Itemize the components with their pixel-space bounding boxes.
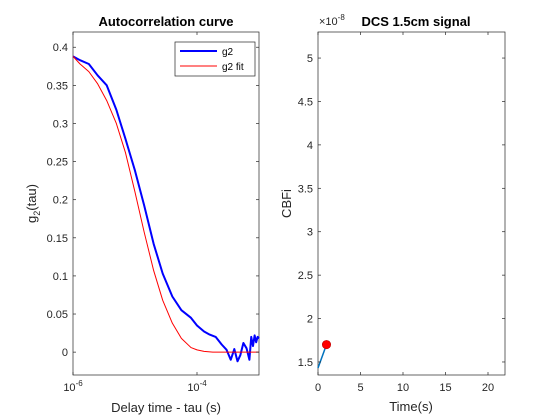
series-line-g2 [72,55,260,363]
legend-entry-g2-fit: g2 fit [222,62,244,73]
y-axis-label-left: g2(tau) [24,184,42,223]
y-tick-label: 1.5 [298,357,313,369]
y-tick-label: 3.5 [298,183,313,195]
y-tick-label: 2 [307,314,313,326]
x-tick-label: 0 [315,382,321,394]
series-line-g2-fit [72,56,259,353]
current-value-marker [321,340,331,350]
y-axis-label-right: CBFi [279,189,294,218]
plot-area-left [72,31,260,376]
y-exponent-right: ×10-8 [319,13,345,28]
y-tick-label: 2.5 [298,270,313,282]
legend: g2 g2 fit [174,41,256,77]
x-tick-label: 20 [482,382,494,394]
y-tick-label: 5 [307,53,313,65]
plot-area-right [317,31,506,376]
y-tick-label: 0.15 [47,233,68,245]
y-tick-label: 0.2 [53,195,68,207]
y-tick-label: 0.25 [47,157,68,169]
ticks-left: 10-6 10-4 0 0.05 0.1 0.15 0.2 0.25 0.3 0.35 0.4 [47,32,259,394]
x-axis-label-left: Delay time - tau (s) [111,400,221,415]
y-tick-label: 3 [307,227,313,239]
y-tick-label: 4 [307,140,313,152]
x-tick-label: 10 [397,382,409,394]
y-tick-label: 0.4 [53,42,68,54]
y-tick-label: 0.1 [53,271,68,283]
x-axis-label-right: Time(s) [389,399,433,414]
y-tick-label: 0.05 [47,309,68,321]
curves-right [317,340,331,369]
y-tick-label: 0 [62,347,68,359]
chart-title-left: Autocorrelation curve [98,14,233,29]
autocorrelation-chart: 10-6 10-4 0 0.05 0.1 0.15 0.2 0.25 0.3 0.35 0.4 Au… [24,14,260,415]
dcs-signal-chart: 0 5 10 15 20 1.5 2 2.5 3 3.5 4 4.5 5 ×10-8 DCS 1.5cm… [279,13,506,414]
x-tick-label: 5 [357,382,363,394]
x-tick-label: 10-4 [187,379,207,394]
chart-title-right: DCS 1.5cm signal [361,14,470,29]
y-tick-label: 4.5 [298,96,313,108]
y-tick-label: 0.35 [47,80,68,92]
x-tick-label: 10-6 [63,379,83,394]
curves-left [72,55,260,363]
legend-box [174,41,256,77]
ticks-right: 0 5 10 15 20 1.5 2 2.5 3 3.5 4 4.5 5 [298,32,505,394]
legend-entry-g2: g2 [222,47,234,58]
y-tick-label: 0.3 [53,118,68,130]
x-tick-label: 15 [439,382,451,394]
